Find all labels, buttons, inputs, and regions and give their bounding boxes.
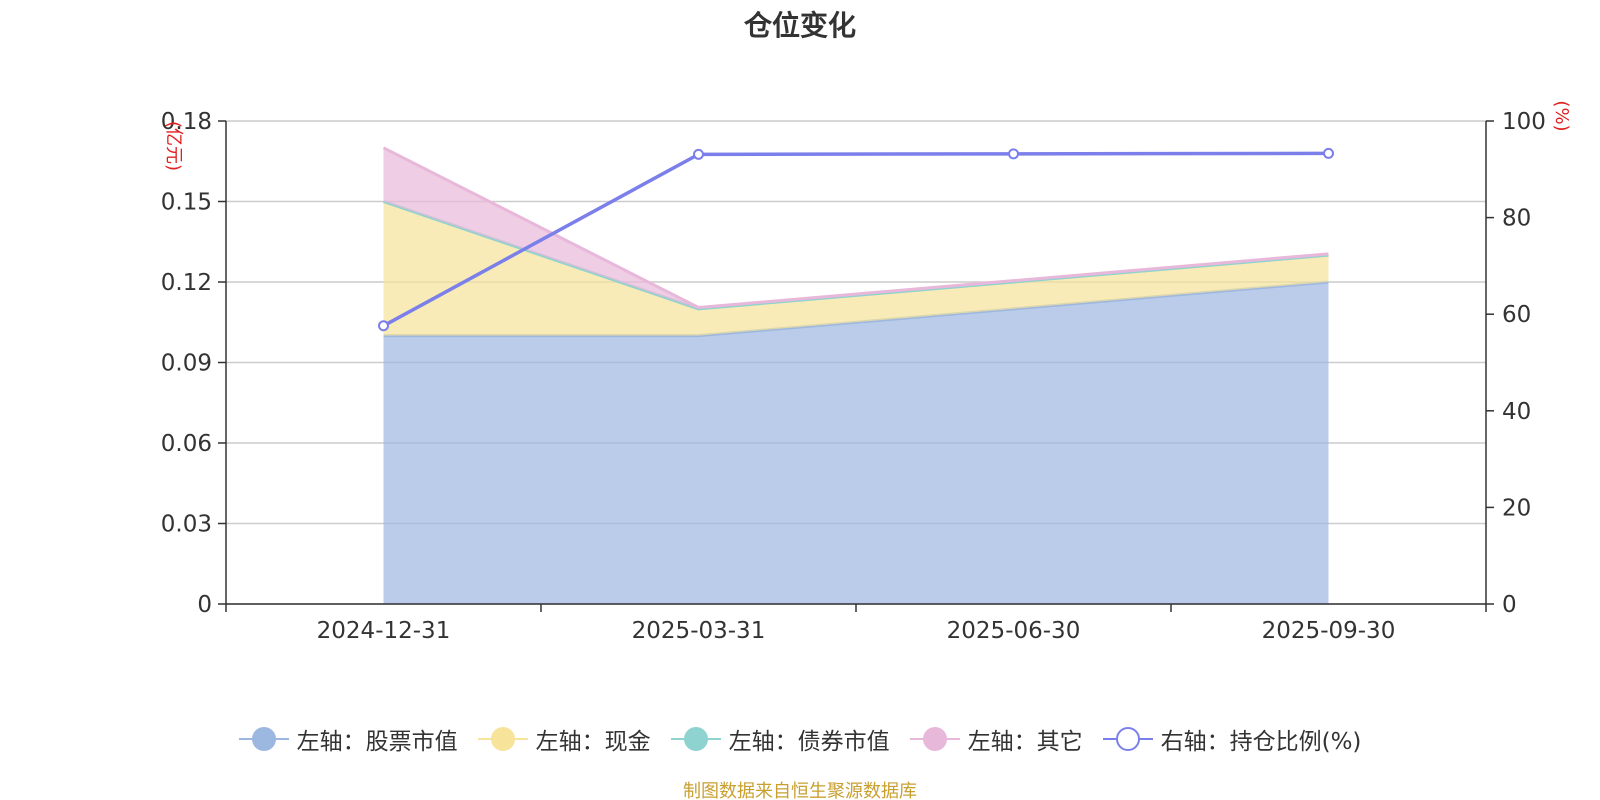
legend-label: 右轴：持仓比例(%): [1160, 729, 1362, 755]
ratio-point: [693, 148, 704, 160]
area-1: [383, 282, 1329, 604]
right-tick-label: 40: [1502, 399, 1531, 425]
legend-label: 左轴：股票市值: [296, 729, 458, 755]
ratio-point: [1008, 148, 1019, 160]
x-tick-label: 2024-12-31: [317, 618, 451, 644]
ratio-line: [382, 151, 1329, 328]
left-tick-label: 0.15: [161, 190, 212, 216]
left-axis-unit: (亿元): [163, 121, 184, 171]
legend-swatch: [670, 727, 721, 751]
legend-swatch: [238, 727, 289, 751]
area-edge-4: [382, 146, 1329, 310]
right-axis-unit: (%): [1551, 100, 1572, 131]
ratio-point: [1323, 147, 1334, 159]
legend-item[interactable]: 左轴：股票市值: [238, 722, 458, 756]
legend-item[interactable]: 左轴：债券市值: [670, 722, 890, 756]
legend-item[interactable]: 右轴：持仓比例(%): [1102, 722, 1362, 756]
x-tick-label: 2025-03-31: [632, 618, 766, 644]
legend-item[interactable]: 左轴：现金: [477, 722, 651, 756]
left-tick-label: 0.06: [161, 431, 212, 457]
legend-label: 左轴：债券市值: [728, 729, 890, 755]
left-tick-label: 0.09: [161, 351, 212, 377]
legend-label: 左轴：其它: [967, 729, 1083, 755]
data-source-note: 制图数据来自恒生聚源数据库: [683, 781, 917, 800]
right-tick-label: 60: [1502, 302, 1531, 328]
right-tick-label: 0: [1502, 592, 1517, 618]
legend-swatch: [477, 727, 528, 751]
legend-swatch: [909, 727, 960, 751]
right-tick-label: 20: [1502, 495, 1531, 521]
left-tick-label: 0.12: [161, 270, 212, 296]
legend-swatch: [1102, 727, 1153, 751]
left-tick-label: 0.18: [161, 109, 212, 135]
ratio-point: [378, 320, 389, 332]
x-tick-label: 2025-09-30: [1262, 618, 1396, 644]
left-tick-label: 0: [197, 592, 212, 618]
x-tick-label: 2025-06-30: [947, 618, 1081, 644]
chart-legend: 左轴：股票市值 左轴：现金 左轴：债券市值 左轴：其它 右轴：持仓比例(%): [0, 722, 1600, 756]
right-tick-label: 100: [1502, 109, 1546, 135]
legend-label: 左轴：现金: [535, 729, 651, 755]
left-tick-label: 0.03: [161, 512, 212, 538]
right-tick-label: 80: [1502, 206, 1531, 232]
legend-item[interactable]: 左轴：其它: [909, 722, 1083, 756]
area-2: [383, 201, 1329, 336]
chart-title: 仓位变化: [743, 9, 856, 42]
